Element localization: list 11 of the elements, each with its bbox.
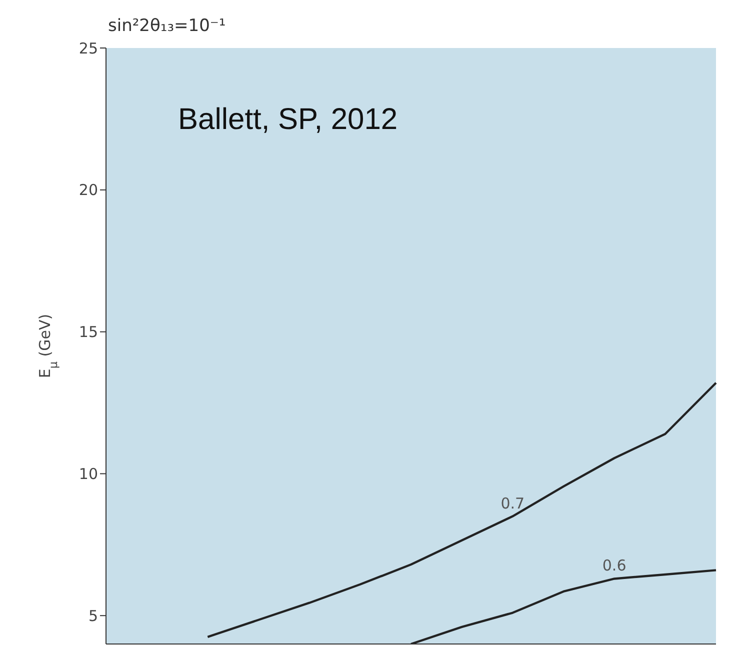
annotation: Ballett, SP, 2012 — [178, 103, 398, 137]
y-tick-label: 20 — [78, 181, 98, 200]
y-tick-label: 5 — [88, 606, 98, 625]
chart-title: sin²2θ₁₃=10⁻¹ — [108, 16, 226, 36]
y-tick-label: 25 — [78, 39, 98, 58]
line-series — [410, 569, 718, 644]
y-tick-label: 10 — [78, 465, 98, 484]
series-label: 0.6 — [602, 556, 626, 575]
series-label: 0.7 — [500, 494, 525, 512]
y-tick-label: 15 — [78, 323, 98, 342]
line-series — [206, 382, 718, 638]
